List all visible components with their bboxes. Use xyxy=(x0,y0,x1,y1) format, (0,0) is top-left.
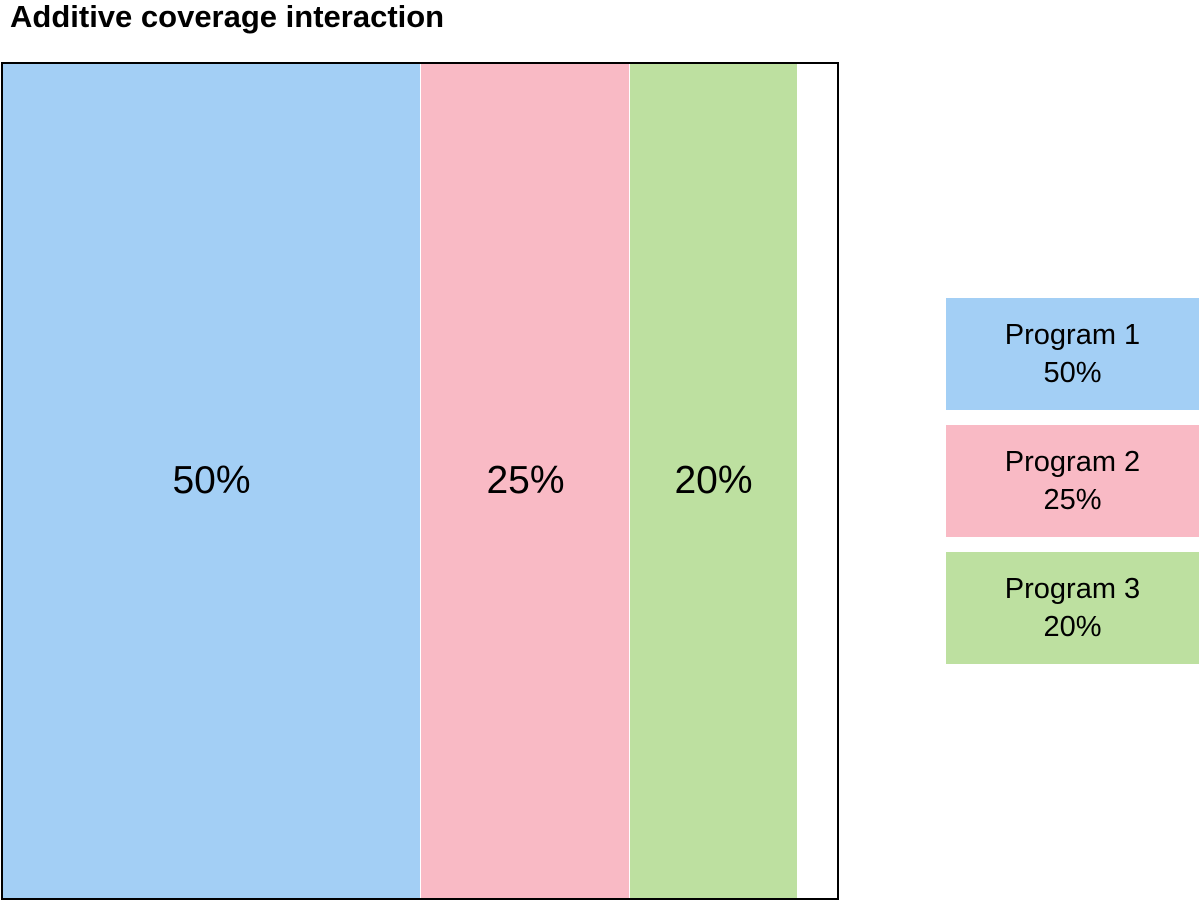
coverage-segment-program-1: 50% xyxy=(3,64,420,898)
legend-item-name: Program 3 xyxy=(1004,573,1141,605)
legend-item-value: 25% xyxy=(1043,484,1102,516)
coverage-segment-program-3: 20% xyxy=(629,64,797,898)
legend-item-program-2: Program 2 25% xyxy=(946,425,1199,537)
legend-item-value: 50% xyxy=(1043,357,1102,389)
legend-item-program-1: Program 1 50% xyxy=(946,298,1199,410)
legend-item-name: Program 2 xyxy=(1004,446,1141,478)
coverage-segment-label: 50% xyxy=(172,459,251,502)
coverage-segment-label: 20% xyxy=(674,459,753,502)
diagram-title: Additive coverage interaction xyxy=(10,0,445,34)
coverage-segment-label: 25% xyxy=(486,459,565,502)
legend-item-program-3: Program 3 20% xyxy=(946,552,1199,664)
legend-item-value: 20% xyxy=(1043,611,1102,643)
legend-item-name: Program 1 xyxy=(1004,319,1141,351)
coverage-segment-program-2: 25% xyxy=(420,64,630,898)
coverage-frame: 50% 25% 20% xyxy=(1,62,839,900)
